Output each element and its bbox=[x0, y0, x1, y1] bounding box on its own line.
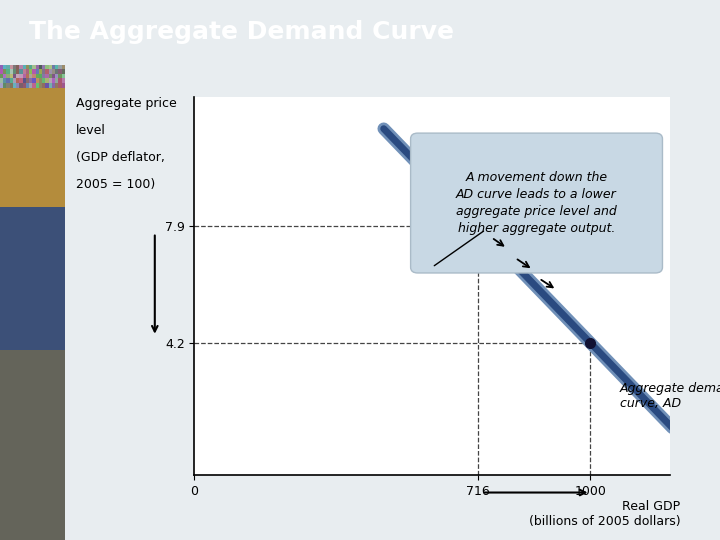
Text: 1933: 1933 bbox=[485, 208, 516, 221]
Text: Aggregate demand
curve, AD: Aggregate demand curve, AD bbox=[620, 382, 720, 410]
Text: A movement down the
AD curve leads to a lower
aggregate price level and
higher a: A movement down the AD curve leads to a … bbox=[456, 171, 617, 235]
Text: The Aggregate Demand Curve: The Aggregate Demand Curve bbox=[29, 21, 454, 44]
FancyBboxPatch shape bbox=[410, 133, 662, 273]
Text: Aggregate price: Aggregate price bbox=[76, 97, 176, 110]
Text: level: level bbox=[76, 124, 105, 137]
Text: (GDP deflator,: (GDP deflator, bbox=[76, 151, 164, 164]
Text: 2005 = 100): 2005 = 100) bbox=[76, 178, 155, 191]
Text: Real GDP
(billions of 2005 dollars): Real GDP (billions of 2005 dollars) bbox=[528, 500, 680, 528]
